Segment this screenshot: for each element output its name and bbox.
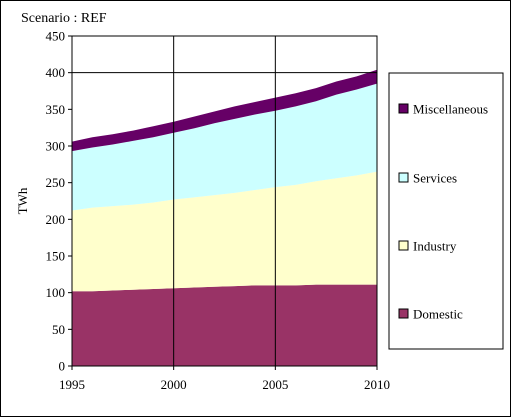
legend-swatch-domestic [398,308,409,319]
y-tick-label: 250 [46,175,66,190]
plot-area-border [71,35,378,367]
y-tick-label: 300 [46,139,66,154]
legend-swatch-industry [398,240,409,251]
area-services [72,83,377,211]
y-tick-label: 400 [46,65,66,80]
x-tick-label: 2000 [161,377,187,392]
x-tick-label: 2010 [364,377,390,392]
legend-label-domestic: Domestic [413,307,463,322]
legend-label-services: Services [413,171,457,186]
area-domestic [72,284,377,366]
legend-label-industry: Industry [413,239,457,254]
chart-title: Scenario : REF [21,11,107,26]
x-tick-label: 1995 [59,377,85,392]
area-industry [72,171,377,292]
legend-swatch-services [398,172,409,183]
y-tick-label: 450 [46,29,66,44]
x-tick-label: 2005 [262,377,288,392]
area-miscellaneous [72,69,377,152]
y-tick-label: 200 [46,212,66,227]
y-tick-label: 0 [59,359,66,374]
legend-swatch-miscellaneous [398,103,409,114]
y-tick-label: 100 [46,285,66,300]
y-axis-label: TWh [15,187,30,214]
legend-label-miscellaneous: Miscellaneous [413,102,488,117]
legend-box [388,72,504,350]
y-tick-label: 50 [52,322,65,337]
y-tick-label: 350 [46,102,66,117]
y-tick-label: 150 [46,249,66,264]
